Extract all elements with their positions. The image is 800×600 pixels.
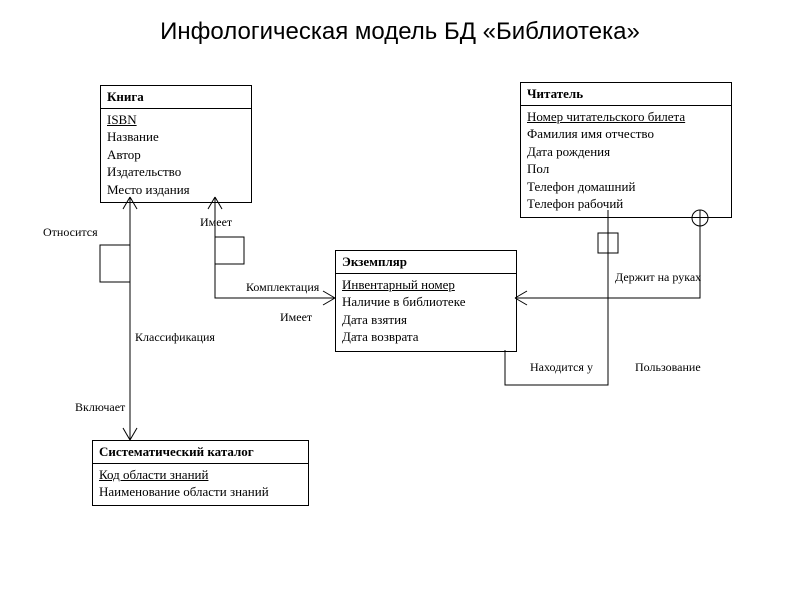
label-located: Находится у bbox=[530, 360, 593, 375]
attr: Телефон домашний bbox=[527, 178, 725, 196]
attr: Дата возврата bbox=[342, 328, 510, 346]
attr: Код области знаний bbox=[99, 466, 302, 484]
label-holds: Держит на руках bbox=[615, 270, 701, 285]
label-complect: Комплектация bbox=[246, 280, 319, 295]
attr: Фамилия имя отчество bbox=[527, 125, 725, 143]
attr: ISBN bbox=[107, 111, 245, 129]
attr: Дата рождения bbox=[527, 143, 725, 161]
diagram-canvas: Инфологическая модель БД «Библиотека» Кн… bbox=[0, 0, 800, 600]
attr: Пол bbox=[527, 160, 725, 178]
entity-catalog-attrs: Код области знаний Наименование области … bbox=[93, 464, 308, 505]
entity-book: Книга ISBN Название Автор Издательство М… bbox=[100, 85, 252, 203]
entity-copy: Экземпляр Инвентарный номер Наличие в би… bbox=[335, 250, 517, 352]
label-relates: Относится bbox=[43, 225, 98, 240]
entity-book-name: Книга bbox=[101, 86, 251, 109]
label-has2: Имеет bbox=[280, 310, 312, 325]
label-has1: Имеет bbox=[200, 215, 232, 230]
entity-copy-name: Экземпляр bbox=[336, 251, 516, 274]
entity-copy-attrs: Инвентарный номер Наличие в библиотеке Д… bbox=[336, 274, 516, 350]
attr: Издательство bbox=[107, 163, 245, 181]
entity-reader-attrs: Номер читательского билета Фамилия имя о… bbox=[521, 106, 731, 217]
attr: Автор bbox=[107, 146, 245, 164]
entity-reader: Читатель Номер читательского билета Фами… bbox=[520, 82, 732, 218]
attr: Инвентарный номер bbox=[342, 276, 510, 294]
attr: Наличие в библиотеке bbox=[342, 293, 510, 311]
attr: Место издания bbox=[107, 181, 245, 199]
label-classification: Классификация bbox=[135, 330, 215, 345]
attr: Телефон рабочий bbox=[527, 195, 725, 213]
entity-book-attrs: ISBN Название Автор Издательство Место и… bbox=[101, 109, 251, 203]
attr: Название bbox=[107, 128, 245, 146]
entity-catalog: Систематический каталог Код области знан… bbox=[92, 440, 309, 506]
label-includes: Включает bbox=[75, 400, 125, 415]
attr: Наименование области знаний bbox=[99, 483, 302, 501]
page-title: Инфологическая модель БД «Библиотека» bbox=[0, 18, 800, 46]
entity-reader-name: Читатель bbox=[521, 83, 731, 106]
attr: Дата взятия bbox=[342, 311, 510, 329]
label-usage: Пользование bbox=[635, 360, 701, 375]
attr: Номер читательского билета bbox=[527, 108, 725, 126]
entity-catalog-name: Систематический каталог bbox=[93, 441, 308, 464]
